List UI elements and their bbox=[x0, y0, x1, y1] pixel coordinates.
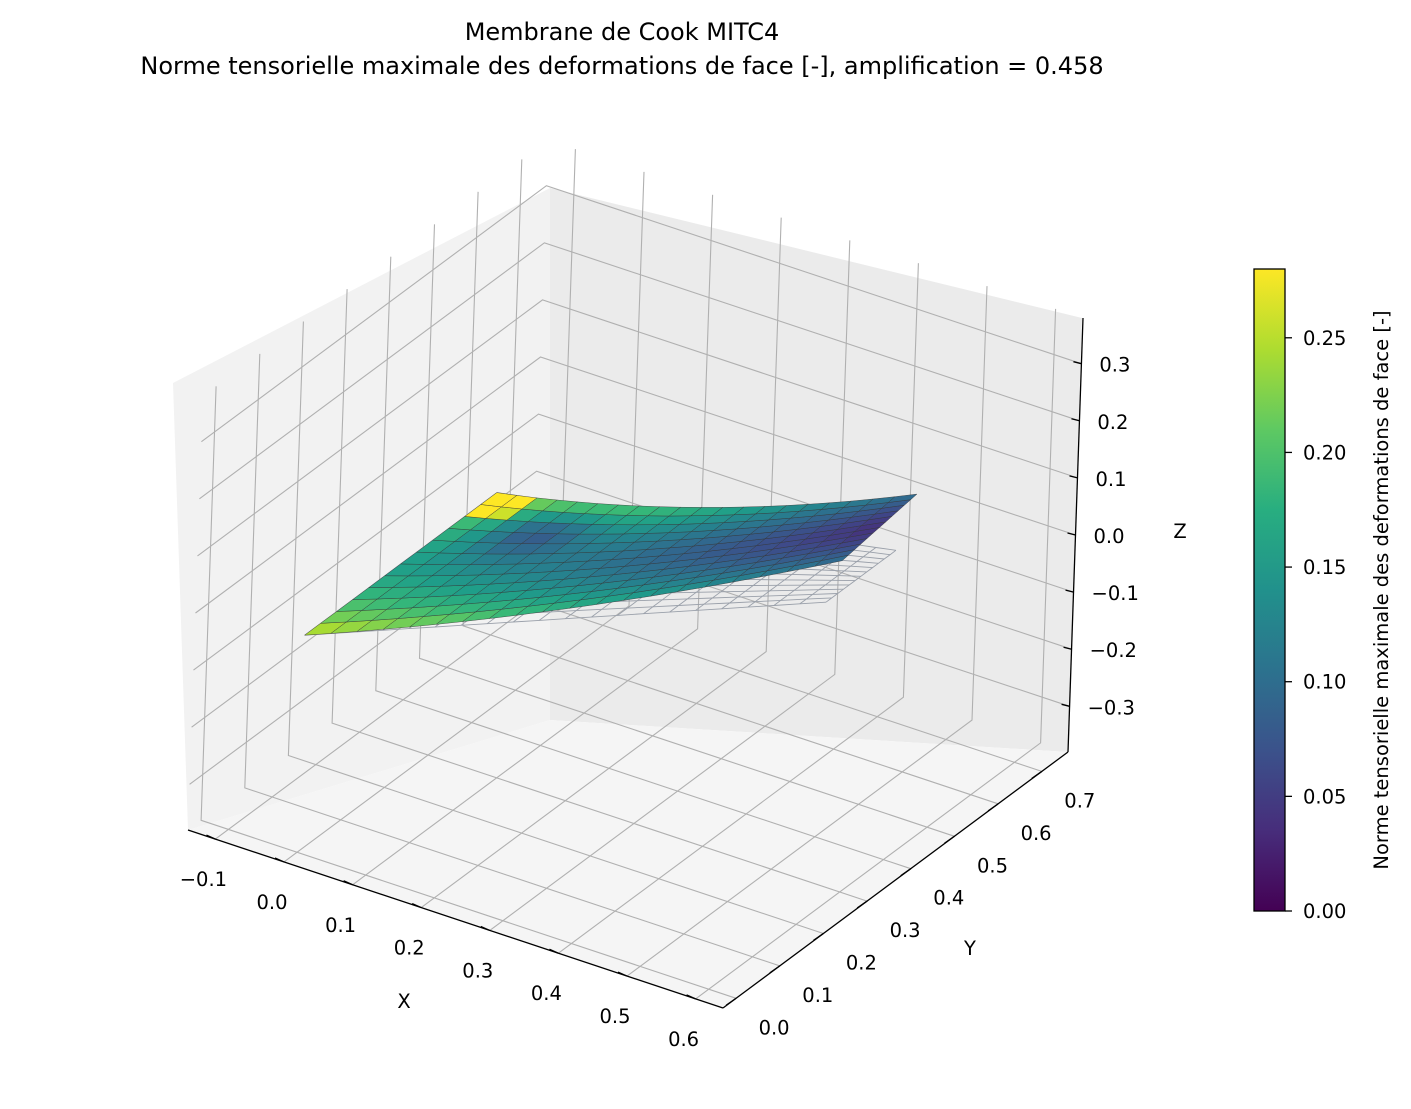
pane-floor bbox=[188, 720, 1068, 1008]
z-tick-label: −0.1 bbox=[1092, 582, 1139, 605]
z-tick-label: −0.3 bbox=[1088, 696, 1135, 719]
y-tick-label: 0.0 bbox=[759, 1016, 790, 1039]
colorbar-gradient bbox=[1253, 268, 1286, 912]
x-tick-label: 0.2 bbox=[394, 937, 425, 960]
x-tick bbox=[549, 948, 559, 954]
x-tick-label: 0.6 bbox=[668, 1028, 699, 1051]
colorbar-tick-label: 0.00 bbox=[1303, 900, 1346, 923]
z-tick bbox=[1067, 532, 1076, 536]
y-tick-label: 0.4 bbox=[933, 887, 964, 910]
gridlines bbox=[189, 149, 1082, 1000]
z-tick-label: 0.1 bbox=[1096, 468, 1127, 491]
y-tick bbox=[725, 997, 737, 1006]
x-tick bbox=[411, 902, 422, 909]
x-tick-label: 0.1 bbox=[325, 914, 356, 937]
y-gridline bbox=[331, 289, 868, 902]
x-tick bbox=[274, 857, 285, 863]
y-gridline bbox=[244, 353, 780, 967]
x-tick-label: 0.0 bbox=[256, 891, 287, 914]
colorbar-tick-label: 0.20 bbox=[1303, 441, 1346, 464]
y-tick bbox=[900, 868, 912, 877]
colorbar-tick-label: 0.15 bbox=[1303, 556, 1346, 579]
y-tick bbox=[856, 900, 868, 909]
x-tick-label: −0.1 bbox=[180, 868, 227, 891]
undeformed-line bbox=[825, 549, 897, 603]
y-tick bbox=[944, 835, 955, 844]
y-tick bbox=[1031, 770, 1043, 779]
x-tick bbox=[480, 925, 491, 932]
deformed-surface bbox=[303, 492, 918, 636]
z-gridline bbox=[199, 242, 1080, 500]
undeformed-line bbox=[799, 547, 877, 605]
y-tick bbox=[769, 965, 781, 974]
z-axis-label: Z bbox=[1173, 520, 1186, 543]
y-gridline bbox=[287, 321, 824, 935]
y-tick-label: 0.2 bbox=[846, 952, 877, 975]
x-gridline bbox=[420, 217, 782, 909]
y-axis-line bbox=[722, 751, 1069, 1009]
x-tick bbox=[617, 971, 628, 977]
colorbar-ticks: 0.00 0.05 0.10 0.15 0.20 0.25 bbox=[1285, 327, 1346, 923]
x-gridline bbox=[352, 194, 714, 886]
x-tick bbox=[686, 994, 696, 1000]
pane-back bbox=[550, 188, 1082, 752]
y-tick-label: 0.7 bbox=[1064, 789, 1095, 812]
y-gridline bbox=[418, 224, 955, 837]
y-tick bbox=[987, 803, 999, 812]
colorbar-tick-label: 0.10 bbox=[1303, 671, 1346, 694]
tick-labels: −0.1 0.0 0.1 0.2 0.3 0.4 0.5 0.6 0.0 0.1 0.2 0.3 0.4… bbox=[180, 354, 1139, 1051]
colorbar-tick-label: 0.25 bbox=[1303, 327, 1346, 350]
chart-title: Membrane de Cook MITC4 bbox=[465, 18, 780, 46]
axes-panes bbox=[173, 188, 1082, 1008]
y-tick-label: 0.5 bbox=[977, 854, 1008, 877]
y-tick-label: 0.1 bbox=[802, 984, 833, 1007]
z-tick-label: 0.3 bbox=[1099, 354, 1130, 377]
colorbar-label: Norme tensorielle maximale des deformati… bbox=[1370, 310, 1393, 869]
y-tick-label: 0.3 bbox=[890, 919, 921, 942]
z-gridline bbox=[191, 470, 1072, 728]
y-gridline bbox=[200, 386, 737, 999]
x-gridline bbox=[489, 240, 851, 931]
axis-lines bbox=[187, 317, 1084, 1009]
surface-cell bbox=[480, 492, 518, 508]
z-tick bbox=[1063, 646, 1072, 650]
y-gridline bbox=[462, 191, 999, 805]
z-tick bbox=[1061, 703, 1070, 707]
pane-left bbox=[173, 188, 550, 830]
x-tick-label: 0.4 bbox=[531, 982, 562, 1005]
x-tick bbox=[343, 880, 353, 886]
y-tick bbox=[813, 932, 824, 942]
x-axis-line bbox=[187, 829, 724, 1009]
x-gridline bbox=[558, 263, 919, 954]
x-axis-label: X bbox=[397, 990, 410, 1013]
z-tick bbox=[1069, 475, 1078, 479]
z-gridline bbox=[193, 413, 1074, 671]
z-gridline bbox=[197, 299, 1078, 557]
chart-subtitle: Norme tensorielle maximale des deformati… bbox=[140, 52, 1103, 80]
y-gridline bbox=[375, 256, 911, 870]
z-tick bbox=[1071, 418, 1080, 422]
x-tick bbox=[206, 834, 216, 840]
z-tick-label: 0.0 bbox=[1094, 525, 1125, 548]
x-gridline bbox=[283, 171, 645, 863]
y-tick-label: 0.6 bbox=[1021, 822, 1052, 845]
x-tick-label: 0.5 bbox=[599, 1005, 630, 1028]
z-tick-label: −0.2 bbox=[1090, 639, 1137, 662]
x-gridline bbox=[695, 308, 1057, 1000]
z-tick bbox=[1073, 361, 1082, 365]
y-axis-label: Y bbox=[963, 937, 976, 960]
colorbar-tick-label: 0.05 bbox=[1303, 785, 1346, 808]
z-gridline bbox=[195, 356, 1076, 614]
x-gridline bbox=[626, 286, 988, 977]
z-tick bbox=[1065, 589, 1074, 593]
colorbar: 0.00 0.05 0.10 0.15 0.20 0.25 Norme tensoriel… bbox=[1253, 268, 1393, 923]
z-gridline bbox=[201, 185, 1082, 443]
z-tick-label: 0.2 bbox=[1097, 411, 1128, 434]
x-tick-label: 0.3 bbox=[462, 959, 493, 982]
